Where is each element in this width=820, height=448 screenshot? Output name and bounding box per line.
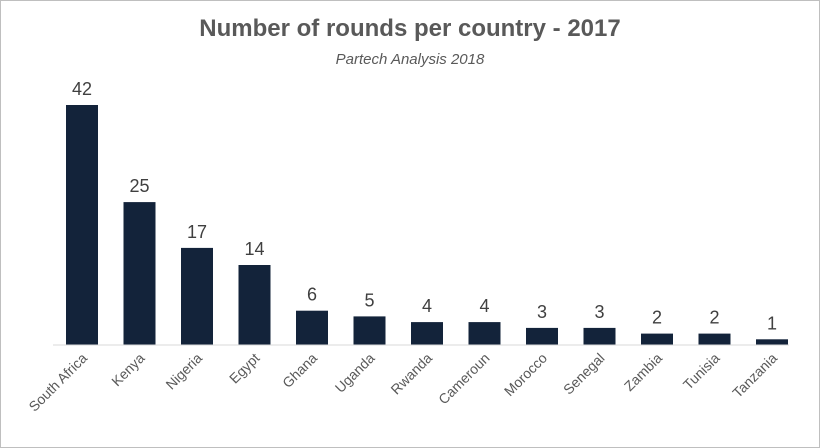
value-label-ghana: 6 bbox=[307, 285, 317, 305]
value-label-uganda: 5 bbox=[364, 290, 374, 310]
bar-morocco bbox=[526, 327, 558, 345]
bar-south-africa bbox=[66, 105, 98, 345]
bar-cameroun bbox=[468, 322, 501, 345]
category-label-zambia: Zambia bbox=[621, 350, 665, 394]
value-label-kenya: 25 bbox=[129, 176, 149, 196]
bar-tanzania bbox=[756, 339, 788, 345]
category-label-ghana: Ghana bbox=[279, 350, 320, 391]
bar-rwanda bbox=[411, 322, 443, 345]
category-label-cameroun: Cameroun bbox=[435, 350, 493, 408]
category-labels-group: South Africa Kenya Nigeria Egypt Ghana Uganda… bbox=[25, 350, 780, 415]
category-label-tunisia: Tunisia bbox=[680, 350, 723, 393]
chart-subtitle: Partech Analysis 2018 bbox=[335, 51, 485, 68]
bar-ghana bbox=[296, 310, 328, 345]
category-label-morocco: Morocco bbox=[501, 350, 550, 399]
value-label-south-africa: 42 bbox=[72, 79, 92, 99]
value-label-nigeria: 17 bbox=[187, 222, 207, 242]
bar-kenya bbox=[123, 202, 156, 345]
bar-tunisia bbox=[698, 333, 731, 345]
category-label-rwanda: Rwanda bbox=[387, 350, 435, 398]
bar-zambia bbox=[641, 333, 673, 345]
bar-egypt bbox=[238, 265, 271, 345]
value-label-zambia: 2 bbox=[652, 308, 662, 328]
category-label-egypt: Egypt bbox=[226, 350, 263, 387]
value-label-cameroun: 4 bbox=[479, 296, 489, 316]
value-label-senegal: 3 bbox=[594, 302, 604, 322]
bar-nigeria bbox=[181, 247, 213, 345]
category-label-tanzania: Tanzania bbox=[729, 350, 780, 401]
bar-senegal bbox=[583, 327, 616, 345]
category-label-kenya: Kenya bbox=[108, 350, 148, 390]
value-label-tanzania: 1 bbox=[767, 313, 777, 333]
category-label-uganda: Uganda bbox=[332, 350, 378, 396]
bar-uganda bbox=[353, 316, 386, 345]
category-label-senegal: Senegal bbox=[560, 350, 608, 398]
value-label-morocco: 3 bbox=[537, 302, 547, 322]
category-label-south-africa: South Africa bbox=[25, 350, 90, 415]
bars-group bbox=[66, 105, 788, 345]
value-label-rwanda: 4 bbox=[422, 296, 432, 316]
chart-title: Number of rounds per country - 2017 bbox=[199, 15, 621, 42]
value-label-egypt: 14 bbox=[244, 239, 264, 259]
value-label-tunisia: 2 bbox=[709, 308, 719, 328]
value-labels-group: 42 25 17 14 6 5 4 4 3 3 2 2 1 bbox=[72, 79, 777, 333]
category-label-nigeria: Nigeria bbox=[162, 350, 205, 393]
